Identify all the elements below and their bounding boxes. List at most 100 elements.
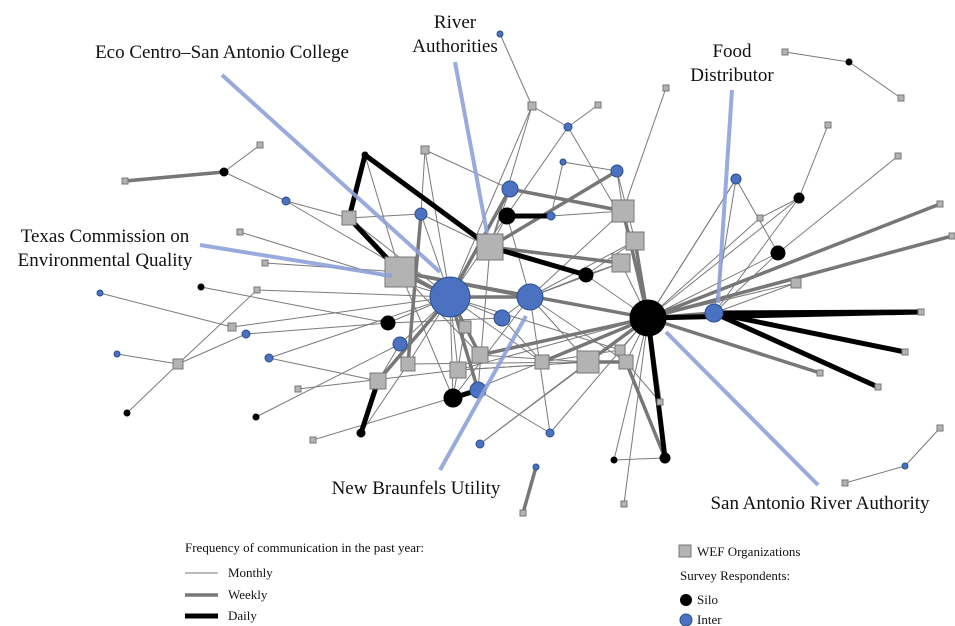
edge [285,200,451,298]
edge [521,465,538,515]
silo-node [610,456,618,464]
edges [99,33,954,515]
org-node [625,231,645,251]
silo-node [629,299,667,337]
org-node [172,358,184,370]
pointer [199,243,393,278]
edge [420,149,426,215]
silo-node [845,58,853,66]
edge [647,252,779,319]
edge [848,61,902,99]
silo-node [793,192,805,204]
org-node [253,286,261,294]
legend-label: Daily [228,608,257,623]
edge [784,51,850,63]
annotation: New Braunfels Utility [332,478,501,499]
org-node [894,152,902,160]
silo-node [361,151,369,159]
org-node [917,308,925,316]
inter-node [610,164,624,178]
org-node [369,372,387,390]
edge [904,427,941,467]
inter-node [414,207,428,221]
edge [540,316,650,364]
annotation: Distributor [690,65,774,86]
silo-node [770,245,786,261]
nodes [96,30,955,517]
edge [424,149,511,190]
edge [348,213,422,219]
edge [285,200,350,219]
org-node [948,232,955,240]
edge [711,310,881,390]
edge [245,322,389,335]
edge [479,354,589,363]
annotation: Authorities [412,36,498,57]
silo-node [356,428,366,438]
org-node [476,233,504,261]
inter-node [901,462,909,470]
edge [177,289,258,365]
legend-label: Weekly [228,587,268,602]
edge [529,296,627,363]
org-node [614,344,626,356]
edge [613,457,666,461]
edge [529,210,624,298]
silo-node [219,167,229,177]
org-node [656,398,664,406]
org-node [294,385,302,393]
org-node [534,354,550,370]
edge [488,169,619,249]
legend-label: Silo [697,592,718,607]
annotation: Environmental Quality [18,250,193,271]
org-node [662,84,670,92]
legend-circle [680,594,692,606]
edge [99,292,233,328]
inter-node [501,180,519,198]
inter-node [429,276,471,318]
edge [713,252,779,314]
inter-node [241,329,251,339]
silo-node [443,388,463,408]
org-node [309,436,317,444]
org-node [897,94,905,102]
inter-node [545,428,555,438]
edge [844,465,906,484]
edge [798,124,829,199]
org-node [458,320,472,334]
org-node [471,346,489,364]
edge [268,357,379,382]
pointer [438,315,528,471]
inter-node [113,350,121,358]
edge [360,363,409,434]
silo-node [252,413,260,421]
annotation: Food [712,41,752,62]
edge [567,104,599,128]
inter-node [475,439,485,449]
inter-node [496,30,504,38]
org-node [527,101,537,111]
org-node [816,369,824,377]
legend-title: Survey Respondents: [680,568,790,583]
org-node [936,424,944,432]
org-node [420,145,430,155]
org-node [227,322,237,332]
pointer [220,73,442,274]
edge [562,161,618,172]
inter-node [704,303,724,323]
edge [531,105,569,128]
annotation: San Antonio River Authority [710,493,930,514]
org-node [901,348,909,356]
edge [116,353,179,365]
org-node [618,354,634,370]
edge [346,152,368,221]
annotation: River [434,12,477,33]
edge [777,155,899,254]
edge [624,360,667,460]
edge [449,105,533,298]
annotation: Texas Commission on [21,226,190,247]
silo-node [578,267,594,283]
edge [200,286,389,324]
legend-label: WEF Organizations [697,544,800,559]
edge [126,363,179,414]
